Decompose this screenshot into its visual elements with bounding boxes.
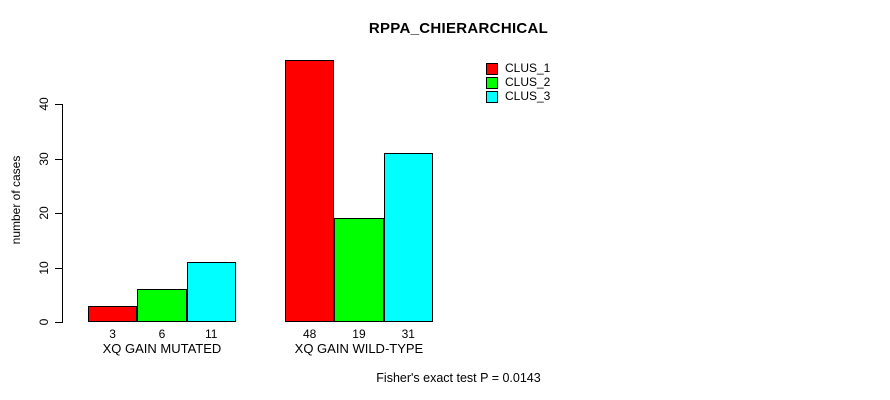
legend-swatch-clus-2 xyxy=(486,76,498,89)
bar-clus_2-xq-gain-wild-type xyxy=(334,218,384,322)
y-axis-tick-label: 20 xyxy=(37,206,51,220)
bar-value-label: 11 xyxy=(205,327,218,341)
y-axis-tick xyxy=(55,322,62,323)
bar-clus_1-xq-gain-mutated xyxy=(88,305,138,322)
bar-value-label: 6 xyxy=(158,327,166,341)
y-axis-tick-label: 40 xyxy=(37,97,51,111)
bar-value-label: 19 xyxy=(352,327,366,341)
bar-clus_1-xq-gain-wild-type xyxy=(285,60,335,322)
y-axis-tick xyxy=(55,267,62,269)
y-axis-tick xyxy=(55,158,62,160)
bar-clus_2-xq-gain-mutated xyxy=(137,289,187,322)
legend-label-clus-2: CLUS_2 xyxy=(505,75,551,89)
legend-item-clus-2: CLUS_2 xyxy=(486,76,550,89)
legend-swatch-clus-1 xyxy=(486,62,498,75)
legend-label-clus-3: CLUS_3 xyxy=(505,89,551,103)
y-axis-tick-label: 30 xyxy=(37,151,51,166)
legend-item-clus-1: CLUS_1 xyxy=(486,62,550,75)
legend-label-clus-1: CLUS_1 xyxy=(505,61,551,75)
y-axis-tick xyxy=(55,104,62,105)
category-label: XQ GAIN WILD-TYPE xyxy=(294,341,424,356)
y-axis-line xyxy=(62,104,63,323)
y-axis-tick-label: 10 xyxy=(37,260,51,275)
y-axis-tick-label: 0 xyxy=(37,318,51,326)
bar-value-label: 48 xyxy=(302,327,317,341)
footnote-fishers-test: Fisher's exact test P = 0.0143 xyxy=(376,371,541,385)
category-label: XQ GAIN MUTATED xyxy=(102,341,222,356)
bar-clus_3-xq-gain-mutated xyxy=(186,262,236,322)
y-axis-tick xyxy=(55,213,62,214)
legend-item-clus-3: CLUS_3 xyxy=(486,90,550,103)
chart-title: RPPA_CHIERARCHICAL xyxy=(368,20,549,37)
legend: CLUS_1 CLUS_2 CLUS_3 xyxy=(486,62,550,104)
legend-swatch-clus-3 xyxy=(486,90,498,103)
bar-clus_3-xq-gain-wild-type xyxy=(383,153,433,322)
bar-value-label: 3 xyxy=(109,327,116,341)
bar-value-label: 31 xyxy=(401,327,415,341)
y-axis-title: number of cases xyxy=(9,155,23,245)
